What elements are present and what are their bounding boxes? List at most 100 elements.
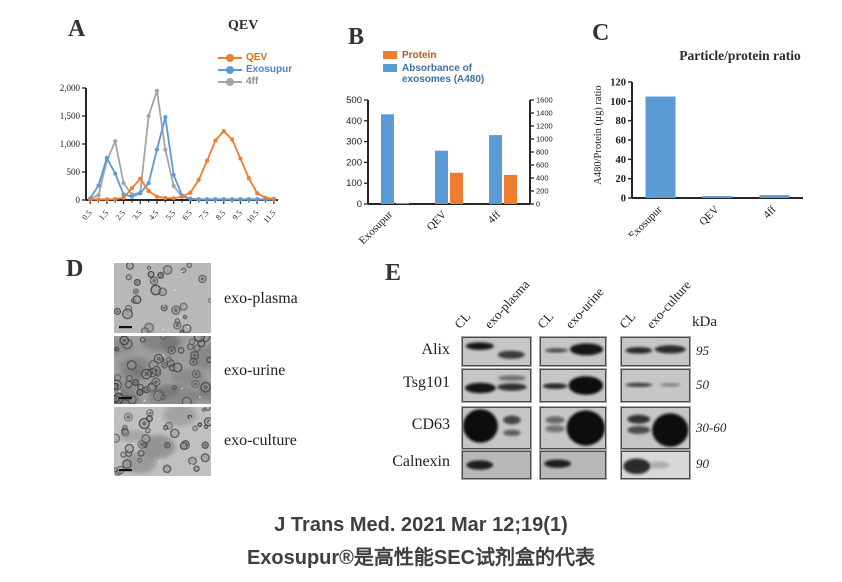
panel-d-letter: D — [66, 256, 84, 282]
legend-item-absorbance: Absorbance of exosomes (A480) — [383, 63, 520, 85]
svg-text:8.5: 8.5 — [214, 209, 227, 222]
svg-text:400: 400 — [346, 116, 362, 127]
em-micrograph — [113, 261, 213, 336]
legend-label: Protein — [402, 50, 437, 61]
panel-a-letter: A — [68, 16, 86, 42]
lane-label-cl-2: CL — [534, 308, 557, 332]
legend-label: 4ff — [246, 75, 259, 87]
lane-label-exo-urine: exo-urine — [562, 284, 607, 332]
svg-text:1200: 1200 — [536, 122, 553, 131]
panel-a-legend: QEV Exosupur 4ff — [218, 52, 292, 87]
blot-cd63-culture — [621, 407, 690, 449]
svg-text:0: 0 — [76, 195, 81, 205]
caption-citation: J Trans Med. 2021 Mar 12;19(1) — [274, 514, 568, 536]
svg-text:Exosupur: Exosupur — [626, 203, 665, 236]
svg-text:9.5: 9.5 — [231, 209, 244, 222]
panel-c-chart-title: Particle/protein ratio — [679, 48, 801, 63]
svg-text:QEV: QEV — [697, 204, 722, 229]
panel-c-letter: C — [592, 20, 610, 46]
svg-text:11.5: 11.5 — [262, 209, 278, 225]
blot-tsg101-urine — [540, 369, 606, 402]
protein-label-tsg101: Tsg101 — [403, 374, 450, 391]
legend-label: Exosupur — [246, 63, 293, 75]
svg-text:60: 60 — [616, 136, 627, 147]
em-label-exo-culture: exo-culture — [224, 432, 297, 449]
svg-text:20: 20 — [616, 174, 627, 185]
legend-item-exosupur: Exosupur — [218, 64, 292, 75]
kda-header: kDa — [692, 314, 717, 330]
svg-text:4ff: 4ff — [486, 208, 504, 226]
svg-text:10.5: 10.5 — [245, 209, 261, 226]
svg-text:100: 100 — [346, 178, 362, 189]
svg-text:1400: 1400 — [536, 109, 553, 118]
svg-text:40: 40 — [616, 155, 627, 166]
lane-label-cl-3: CL — [616, 308, 639, 332]
svg-text:6.5: 6.5 — [181, 209, 194, 222]
kda-value-tsg101: 50 — [696, 377, 709, 392]
svg-text:400: 400 — [536, 174, 549, 183]
svg-text:Exosupur: Exosupur — [357, 208, 396, 244]
line-marker-icon — [218, 53, 242, 62]
svg-text:200: 200 — [346, 157, 362, 168]
blot-cd63-urine — [540, 407, 606, 449]
blot-alix-culture — [621, 337, 690, 366]
panel-c-y-axis-label: A480/Protein (µg) ratio — [593, 85, 604, 185]
svg-text:1000: 1000 — [536, 135, 553, 144]
blot-cd63-plasma — [462, 407, 531, 449]
svg-text:0: 0 — [621, 194, 626, 205]
legend-item-4ff: 4ff — [218, 76, 292, 87]
em-micrograph — [94, 330, 230, 414]
blot-calnexin-urine — [540, 451, 606, 479]
protein-label-alix: Alix — [421, 341, 450, 358]
svg-text:7.5: 7.5 — [197, 209, 210, 222]
blot-tsg101-culture — [621, 369, 690, 402]
kda-value-calnexin: 90 — [696, 456, 709, 471]
blot-calnexin-plasma — [462, 451, 531, 479]
blot-alix-urine — [540, 337, 606, 366]
svg-text:4.5: 4.5 — [147, 209, 160, 222]
blot-calnexin-culture — [621, 451, 690, 479]
svg-text:0.5: 0.5 — [80, 209, 93, 222]
protein-label-cd63: CD63 — [411, 416, 450, 433]
lane-label-exo-culture: exo-culture — [643, 277, 694, 332]
svg-text:QEV: QEV — [425, 209, 450, 234]
svg-text:200: 200 — [536, 187, 549, 196]
legend-item-qev: QEV — [218, 52, 292, 63]
em-image-exo-urine — [94, 330, 230, 414]
svg-text:500: 500 — [67, 167, 81, 177]
panel-c-bar-chart: 0 20 40 60 80 100 120 Exosupur QEV 4ff — [610, 78, 803, 236]
svg-text:5.5: 5.5 — [164, 209, 177, 222]
svg-text:500: 500 — [346, 95, 362, 106]
em-micrograph — [110, 404, 214, 476]
svg-text:800: 800 — [536, 148, 549, 157]
svg-text:300: 300 — [346, 137, 362, 148]
svg-text:3.5: 3.5 — [130, 209, 143, 222]
panel-b-bar-chart: 0 100 200 300 400 500 0 200 400 600 800 1000 1200 140… — [346, 95, 553, 244]
svg-text:2.5: 2.5 — [114, 209, 127, 222]
svg-text:4ff: 4ff — [761, 203, 779, 221]
panel-a-chart-title: QEV — [228, 18, 259, 33]
svg-text:2,000: 2,000 — [60, 83, 81, 93]
panel-b-legend: Protein Absorbance of exosomes (A480) — [383, 50, 520, 85]
em-image-exo-culture — [110, 404, 214, 476]
svg-text:0: 0 — [357, 199, 362, 210]
svg-text:1,500: 1,500 — [60, 111, 81, 121]
protein-label-calnexin: Calnexin — [392, 453, 450, 470]
em-label-exo-plasma: exo-plasma — [224, 290, 298, 307]
blot-tsg101-plasma — [462, 369, 531, 402]
blot-alix-plasma — [462, 337, 531, 366]
svg-text:80: 80 — [616, 116, 627, 127]
swatch-icon — [383, 51, 397, 59]
legend-label: Absorbance of exosomes (A480) — [402, 63, 485, 85]
lane-label-exo-plasma: exo-plasma — [481, 276, 533, 332]
svg-text:1600: 1600 — [536, 96, 553, 105]
swatch-icon — [383, 64, 397, 72]
em-label-exo-urine: exo-urine — [224, 362, 286, 379]
panel-e-letter: E — [385, 260, 402, 286]
legend-item-protein: Protein — [383, 50, 520, 61]
panel-a-line-chart: 0 500 1,000 1,500 2,000 0.5 1.5 2.5 3.5 4.5 5.5 6.5… — [60, 83, 278, 226]
svg-text:1,000: 1,000 — [60, 139, 81, 149]
svg-text:1.5: 1.5 — [97, 209, 110, 222]
svg-text:0: 0 — [536, 200, 540, 209]
